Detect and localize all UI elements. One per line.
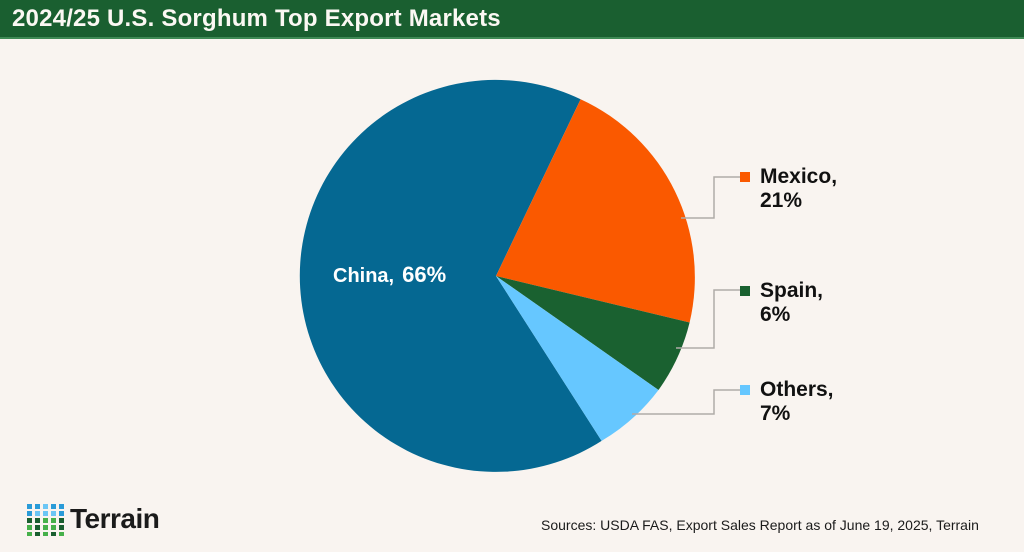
slice-mexico [496,99,695,323]
mexico-swatch [740,172,750,182]
spain-pct: 6% [760,303,791,326]
sources-note: Sources: USDA FAS, Export Sales Report a… [541,517,979,533]
label-others: Others, 7% [740,378,834,426]
label-mexico: Mexico, 21% [740,165,838,213]
slice-others [496,276,659,441]
china-pct: 66% [402,262,447,287]
terrain-logo-text: Terrain [70,503,160,534]
spain-name: Spain, [760,279,824,302]
leader-line-others [632,389,740,415]
china-name: China, [333,265,395,287]
spain-swatch [740,286,750,296]
others-name: Others, [760,378,834,401]
terrain-logo-icon [27,504,64,536]
leader-line-mexico [681,176,740,219]
chart-title: 2024/25 U.S. Sorghum Top Export Markets [12,5,501,32]
others-swatch [740,385,750,395]
slice-spain [496,276,690,390]
china-label: China, 66% [333,262,446,288]
others-pct: 7% [760,402,791,425]
leader-line-spain [676,289,740,349]
mexico-name: Mexico, [760,165,838,188]
title-bar: 2024/25 U.S. Sorghum Top Export Markets [0,0,1024,39]
slice-china [299,79,602,472]
label-spain: Spain, 6% [740,279,824,327]
mexico-pct: 21% [760,189,803,212]
